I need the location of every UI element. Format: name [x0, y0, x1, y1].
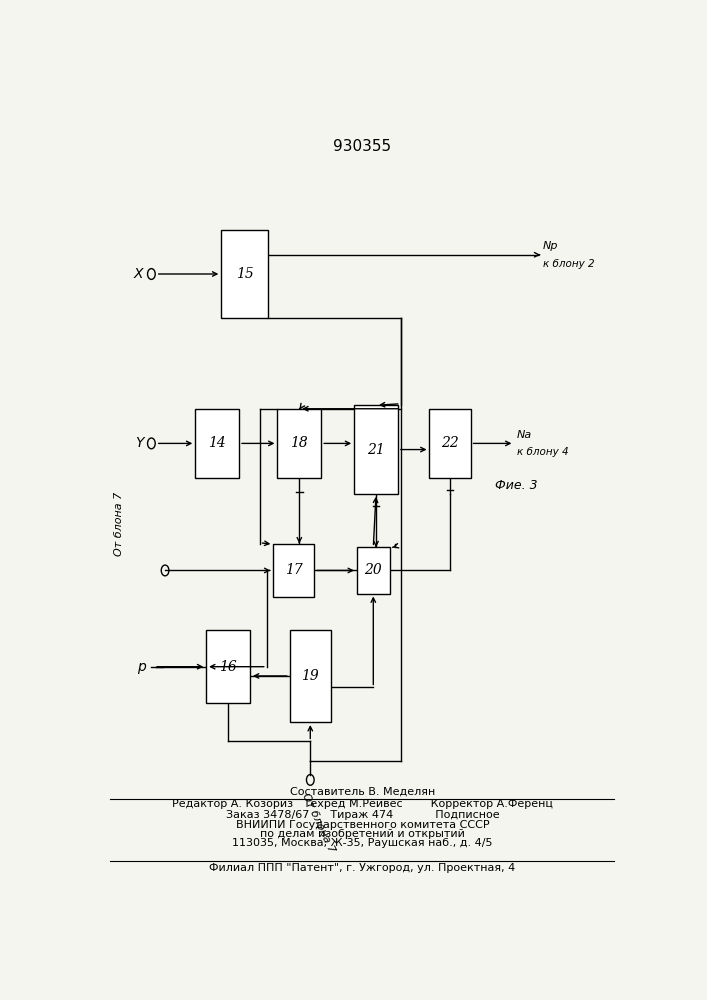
Text: 20: 20 [364, 563, 382, 577]
Text: Np: Np [543, 241, 559, 251]
Bar [429, 409, 471, 478]
Bar [274, 544, 315, 597]
Text: Фие. 3: Фие. 3 [495, 479, 538, 492]
Text: 19: 19 [301, 669, 319, 683]
Text: Редактор А. Козориз   Техред М.Рейвес        Корректор А.Ференц: Редактор А. Козориз Техред М.Рейвес Корр… [172, 799, 553, 809]
Text: по делам изобретений и открытий: по делам изобретений и открытий [260, 829, 464, 839]
Bar [277, 409, 321, 478]
Text: Составитель В. Меделян: Составитель В. Меделян [290, 786, 435, 796]
Text: Na: Na [517, 430, 532, 440]
Bar [221, 230, 268, 318]
Text: 14: 14 [209, 436, 226, 450]
Text: 21: 21 [367, 443, 385, 457]
Text: ВНИИПИ Государственного комитета СССР: ВНИИПИ Государственного комитета СССР [235, 820, 489, 830]
Text: Y: Y [134, 436, 144, 450]
Text: к блону 4: к блону 4 [517, 447, 568, 457]
Text: 16: 16 [219, 660, 237, 674]
Text: 113035, Москва, Ж-35, Раушская наб., д. 4/5: 113035, Москва, Ж-35, Раушская наб., д. … [232, 838, 493, 848]
Text: От блона 7: От блона 7 [300, 791, 337, 854]
Text: От блона 7: От блона 7 [114, 492, 124, 556]
Bar [290, 630, 331, 722]
Text: 930355: 930355 [333, 139, 392, 154]
Text: Заказ 3478/67      Тираж 474            Подписное: Заказ 3478/67 Тираж 474 Подписное [226, 810, 499, 820]
Text: X: X [134, 267, 144, 281]
Bar [357, 547, 390, 594]
Text: Филиал ППП "Патент", г. Ужгород, ул. Проектная, 4: Филиал ППП "Патент", г. Ужгород, ул. Про… [209, 863, 515, 873]
Text: 22: 22 [441, 436, 459, 450]
Bar [206, 630, 250, 703]
Text: к блону 2: к блону 2 [543, 259, 595, 269]
Text: 18: 18 [291, 436, 308, 450]
Text: 17: 17 [285, 563, 303, 577]
Bar [354, 405, 398, 494]
Text: p: p [137, 660, 146, 674]
Bar [195, 409, 239, 478]
Text: 15: 15 [235, 267, 253, 281]
